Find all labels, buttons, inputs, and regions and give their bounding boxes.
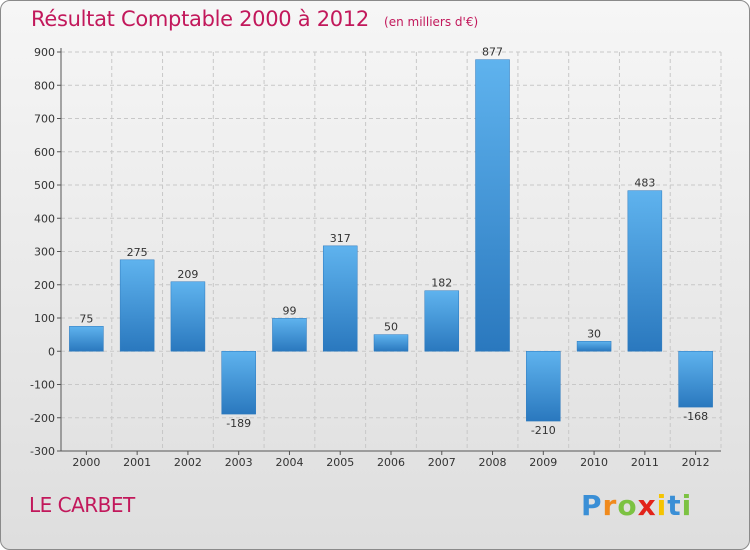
bar — [678, 351, 713, 408]
x-tick-label: 2007 — [428, 456, 456, 469]
bar-value-label: 317 — [330, 232, 351, 245]
bar-value-label: -168 — [683, 410, 708, 423]
y-tick-label: 900 — [34, 46, 55, 59]
y-tick-label: 800 — [34, 79, 55, 92]
bar-value-label: 209 — [177, 268, 198, 281]
y-tick-label: 200 — [34, 279, 55, 292]
x-tick-label: 2011 — [631, 456, 659, 469]
bar — [119, 259, 155, 352]
place-name: LE CARBET — [29, 493, 135, 517]
bar-value-label: 50 — [384, 321, 398, 334]
bar — [221, 351, 256, 415]
y-tick-label: -200 — [30, 412, 55, 425]
bar-value-label: 275 — [127, 246, 148, 259]
brand-letter: i — [656, 489, 668, 522]
bar-value-label: 483 — [634, 177, 655, 190]
bar — [576, 341, 612, 352]
bar-value-label: 182 — [431, 277, 452, 290]
bar — [272, 318, 307, 352]
bar — [424, 290, 460, 352]
brand-letter: t — [667, 489, 682, 522]
brand-letter: o — [617, 489, 638, 522]
x-tick-label: 2004 — [275, 456, 303, 469]
y-tick-label: 100 — [34, 312, 55, 325]
y-tick-label: 600 — [34, 146, 55, 159]
bar — [627, 190, 663, 352]
y-tick-label: 400 — [34, 212, 55, 225]
brand-letter: i — [681, 489, 693, 522]
bar — [69, 326, 104, 352]
bar — [475, 59, 510, 352]
x-tick-label: 2002 — [174, 456, 202, 469]
bar-value-label: 30 — [587, 327, 601, 340]
y-tick-label: 700 — [34, 113, 55, 126]
y-tick-label: -300 — [30, 445, 55, 458]
bar-value-label: 877 — [482, 46, 503, 59]
y-tick-label: -100 — [30, 379, 55, 392]
bar-value-label: 99 — [282, 304, 296, 317]
bar — [170, 281, 206, 352]
y-tick-label: 300 — [34, 246, 55, 259]
bar-value-label: -189 — [226, 417, 251, 430]
x-tick-label: 2001 — [123, 456, 151, 469]
y-tick-label: 0 — [48, 345, 55, 358]
x-tick-label: 2003 — [225, 456, 253, 469]
x-tick-label: 2012 — [682, 456, 710, 469]
bar — [373, 334, 409, 352]
brand-letter: x — [637, 489, 657, 522]
x-tick-label: 2010 — [580, 456, 608, 469]
x-tick-label: 2005 — [326, 456, 354, 469]
x-tick-label: 2000 — [72, 456, 100, 469]
bar — [526, 351, 561, 422]
x-tick-label: 2009 — [529, 456, 557, 469]
brand-logo: Proxiti — [581, 489, 692, 522]
bar-value-label: 75 — [79, 312, 93, 325]
title-block: Résultat Comptable 2000 à 2012 (en milli… — [31, 7, 478, 31]
bar-value-label: -210 — [531, 424, 556, 437]
x-tick-label: 2008 — [479, 456, 507, 469]
x-tick-label: 2006 — [377, 456, 405, 469]
brand-letter: P — [581, 489, 603, 522]
chart-title: Résultat Comptable 2000 à 2012 — [31, 7, 369, 31]
bar — [322, 245, 358, 352]
chart-subtitle: (en milliers d'€) — [384, 15, 479, 29]
y-tick-label: 500 — [34, 179, 55, 192]
brand-letter: r — [602, 489, 618, 522]
